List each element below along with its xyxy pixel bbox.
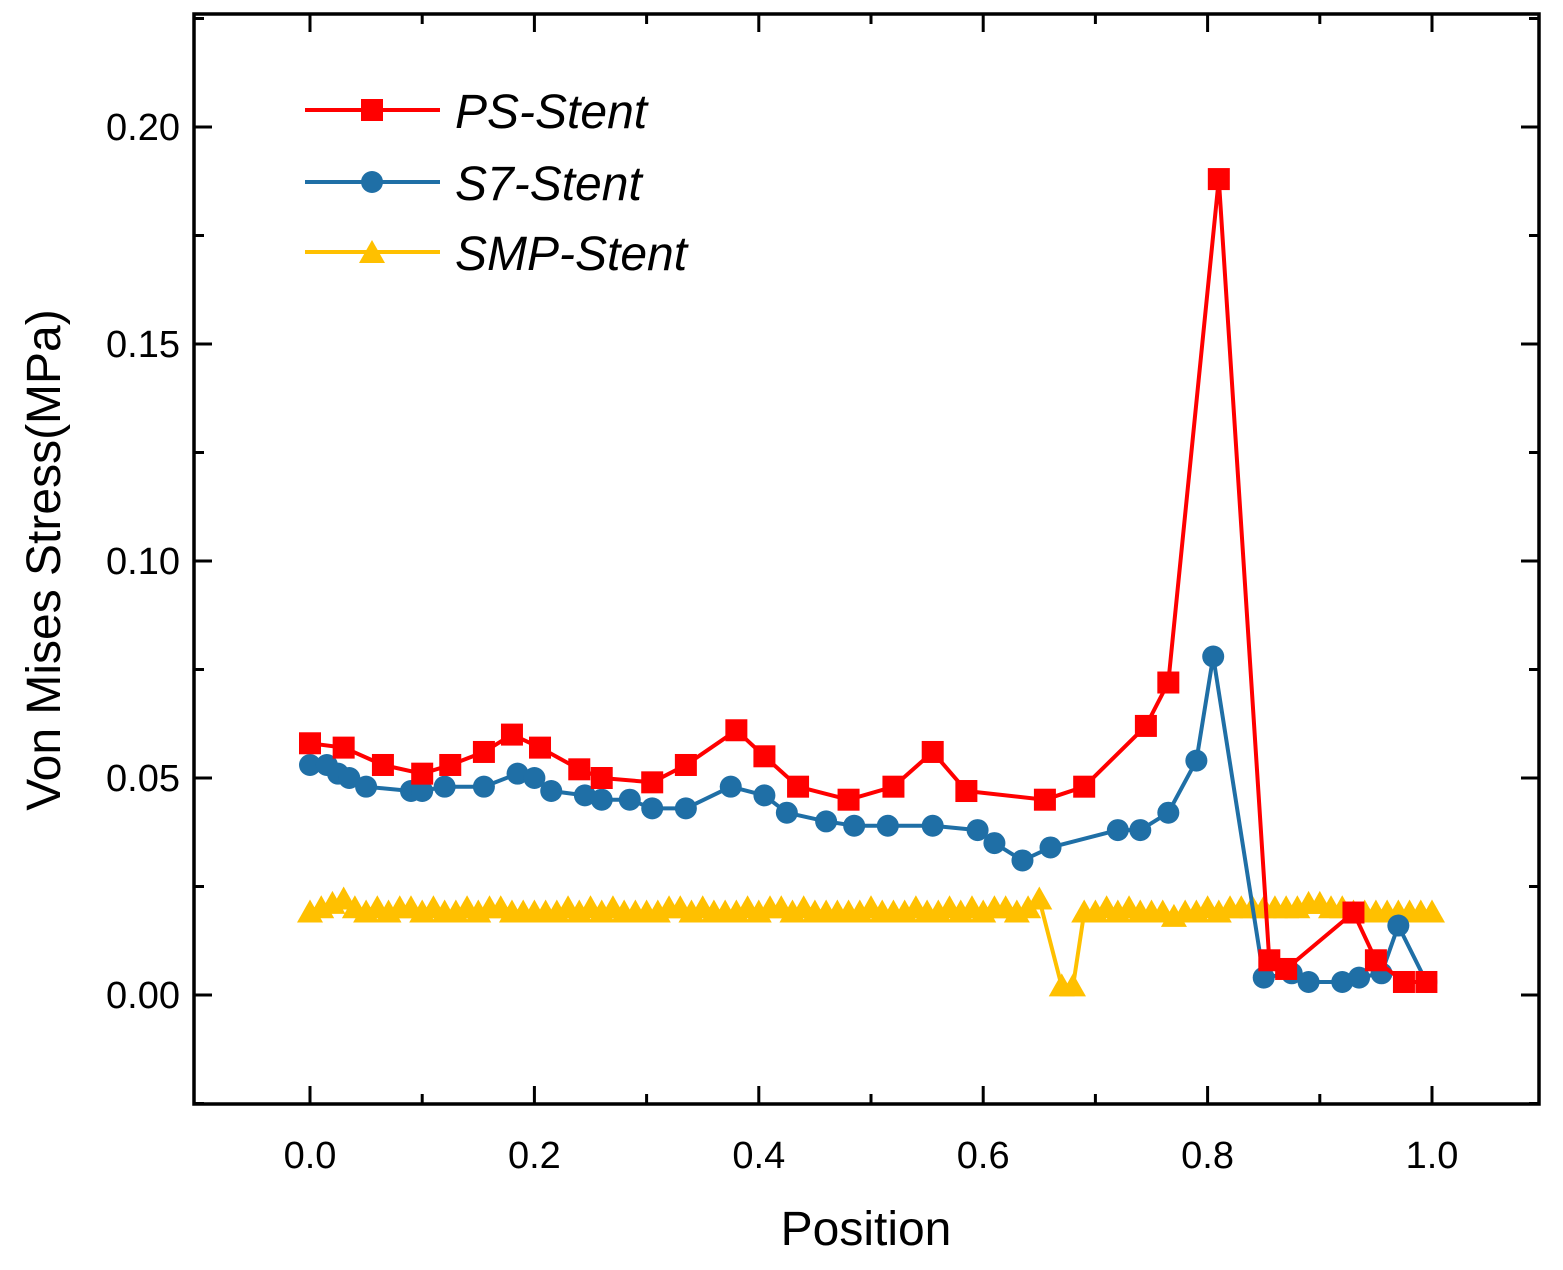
data-point-ps-stent (1258, 949, 1281, 972)
x-tick-label: 0.2 (508, 1135, 561, 1177)
data-point-s7-stent (573, 784, 596, 807)
data-point-ps-stent (1134, 714, 1157, 737)
data-point-ps-stent (500, 723, 523, 746)
y-tick-label: 0.10 (106, 541, 180, 583)
y-axis-label: Von Mises Stress(MPa) (18, 309, 71, 810)
data-point-s7-stent (1157, 801, 1180, 824)
data-point-s7-stent (1106, 819, 1129, 842)
data-point-s7-stent (411, 780, 434, 803)
data-point-s7-stent (843, 814, 866, 837)
y-tick-label: 0.20 (106, 107, 180, 149)
data-point-smp-stent (1026, 886, 1053, 910)
x-tick-label: 0.4 (732, 1135, 785, 1177)
data-point-s7-stent (1387, 914, 1410, 937)
data-point-s7-stent (618, 788, 641, 811)
legend-item-ps-stent: PS-Stent (305, 86, 649, 139)
data-point-smp-stent (1419, 899, 1445, 923)
data-point-ps-stent (590, 767, 613, 789)
data-point-s7-stent (753, 784, 776, 807)
plot-frame (192, 12, 1541, 1106)
data-point-ps-stent (837, 788, 860, 811)
legend-label-smp-stent: SMP-Stent (455, 228, 689, 281)
data-point-s7-stent (1185, 749, 1208, 772)
axis-ticks: 0.0 0.2 0.4 0.6 0.8 1.0 0.00 0.05 0.10 0.15 0.20 (106, 14, 1539, 1177)
data-point-ps-stent (753, 745, 776, 768)
data-point-s7-stent (674, 797, 697, 820)
data-point-s7-stent (641, 797, 664, 820)
data-point-smp-stent (1059, 973, 1086, 997)
data-point-ps-stent (1033, 788, 1056, 811)
data-point-s7-stent (966, 819, 989, 842)
legend-marker-ps-stent (361, 99, 383, 121)
data-point-ps-stent (439, 753, 462, 776)
data-point-s7-stent (1202, 645, 1225, 668)
legend-label-ps-stent: PS-Stent (455, 86, 649, 139)
data-point-s7-stent (1252, 966, 1275, 989)
series-ps-stent (299, 168, 1438, 993)
data-point-ps-stent (1415, 970, 1438, 993)
data-point-ps-stent (529, 736, 552, 759)
data-point-s7-stent (540, 780, 563, 803)
data-point-s7-stent (1129, 819, 1152, 842)
data-point-ps-stent (568, 758, 591, 781)
data-point-ps-stent (1073, 775, 1096, 798)
data-point-ps-stent (1275, 957, 1298, 980)
data-point-s7-stent (433, 775, 456, 798)
data-point-s7-stent (472, 775, 495, 798)
data-point-ps-stent (299, 732, 321, 755)
data-point-ps-stent (1392, 970, 1415, 993)
data-point-s7-stent (983, 832, 1006, 855)
data-point-ps-stent (921, 740, 944, 763)
legend-item-smp-stent: SMP-Stent (305, 228, 689, 281)
legend-item-s7-stent: S7-Stent (305, 158, 643, 211)
data-point-s7-stent (355, 775, 378, 798)
legend: PS-Stent S7-Stent SMP-Stent (305, 86, 689, 281)
data-point-ps-stent (955, 780, 978, 803)
data-point-ps-stent (1207, 168, 1230, 191)
legend-marker-smp-stent (359, 240, 385, 263)
data-point-s7-stent (338, 767, 361, 789)
data-point-ps-stent (641, 771, 664, 794)
data-point-ps-stent (371, 753, 394, 776)
series-layer (297, 168, 1445, 997)
data-point-ps-stent (332, 736, 355, 759)
x-axis-label: Position (781, 1203, 952, 1256)
data-point-s7-stent (921, 814, 944, 837)
legend-label-s7-stent: S7-Stent (455, 158, 643, 211)
y-tick-label: 0.05 (106, 758, 180, 800)
data-point-ps-stent (674, 753, 697, 776)
legend-marker-s7-stent (361, 171, 383, 193)
data-point-ps-stent (787, 775, 810, 798)
data-point-s7-stent (775, 801, 798, 824)
data-point-ps-stent (882, 775, 905, 798)
data-point-s7-stent (1348, 966, 1371, 989)
data-point-s7-stent (719, 775, 742, 798)
data-point-s7-stent (590, 788, 613, 811)
data-point-s7-stent (1297, 970, 1320, 993)
data-point-s7-stent (1331, 970, 1354, 993)
data-point-ps-stent (1157, 671, 1180, 694)
data-point-ps-stent (725, 719, 748, 742)
data-point-ps-stent (472, 740, 495, 763)
x-tick-label: 0.6 (957, 1135, 1010, 1177)
data-point-s7-stent (876, 814, 899, 837)
series-line-ps-stent (309, 177, 1427, 984)
y-tick-label: 0.15 (106, 324, 180, 366)
data-point-s7-stent (299, 753, 321, 776)
x-tick-label: 1.0 (1406, 1135, 1459, 1177)
x-tick-label: 0.8 (1181, 1135, 1234, 1177)
data-point-ps-stent (411, 762, 434, 785)
y-tick-label: 0.00 (106, 975, 180, 1017)
data-point-s7-stent (815, 810, 838, 833)
data-point-s7-stent (1039, 836, 1062, 859)
data-point-s7-stent (523, 767, 546, 789)
x-tick-label: 0.0 (284, 1135, 337, 1177)
data-point-ps-stent (1342, 901, 1365, 924)
data-point-s7-stent (1011, 849, 1034, 872)
data-point-ps-stent (1364, 949, 1387, 972)
data-point-s7-stent (506, 762, 529, 785)
